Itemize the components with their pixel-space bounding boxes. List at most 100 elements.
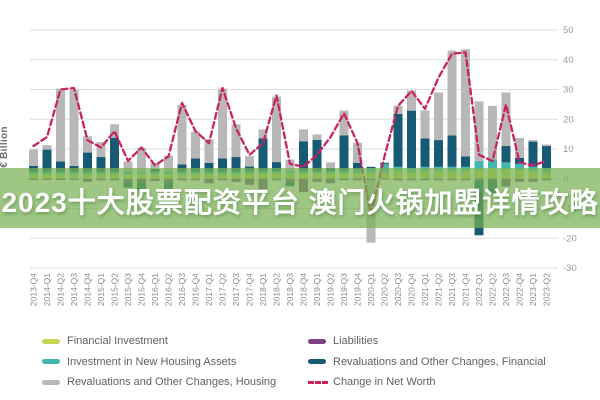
bar-segment <box>258 138 268 172</box>
legend-label: Revaluations and Other Changes, Financia… <box>333 355 546 368</box>
y-tick-label: 20 <box>563 114 574 125</box>
promo-banner-text: 2023十大股票配资平台 澳门火锅加盟详情攻略 <box>1 187 599 218</box>
bar-segment <box>542 146 551 169</box>
x-tick-label: 2019-Q1 <box>312 273 322 306</box>
x-tick-label: 2020-Q3 <box>393 273 403 306</box>
net-worth-dashed-swatch <box>308 380 328 384</box>
bar-segment <box>83 136 92 153</box>
bar-segment <box>272 162 281 172</box>
bar-segment <box>83 152 92 172</box>
bar-segment <box>312 134 322 140</box>
bar-segment <box>42 149 52 172</box>
y-tick-label: 30 <box>563 85 574 96</box>
y-tick-label: 50 <box>563 25 574 36</box>
x-tick-label: 2020-Q1 <box>366 273 376 306</box>
new-housing-assets-swatch <box>42 359 60 365</box>
bar-segment <box>56 88 65 162</box>
bar-segment <box>353 162 362 169</box>
legend-label: Liabilities <box>333 335 379 348</box>
x-tick-label: 2020-Q2 <box>380 273 390 306</box>
legend-label: Revaluations and Other Changes, Housing <box>67 376 277 389</box>
promo-banner-overlay: 2023十大股票配资平台 澳门火锅加盟详情攻略 <box>0 168 600 228</box>
revaluations-financial-swatch <box>308 359 326 365</box>
bar-segment <box>488 159 497 169</box>
bar-segment <box>434 140 443 167</box>
x-tick-label: 2020-Q4 <box>407 273 417 306</box>
bar-segment <box>515 157 524 164</box>
bar-segment <box>204 162 214 172</box>
legend-item-revaluations-housing: Revaluations and Other Changes, Housing <box>42 372 276 393</box>
bar-segment <box>528 141 538 167</box>
bar-segment <box>407 110 416 169</box>
x-tick-label: 2019-Q4 <box>353 273 363 306</box>
x-tick-label: 2014-Q1 <box>42 273 52 306</box>
bar-segment <box>461 49 470 157</box>
x-tick-label: 2016-Q1 <box>150 273 160 306</box>
bar-segment <box>29 149 38 166</box>
x-tick-label: 2016-Q3 <box>177 273 187 306</box>
x-tick-label: 2014-Q3 <box>69 273 79 306</box>
bar-segment <box>393 113 403 167</box>
bar-segment <box>258 129 268 139</box>
legend-label: Investment in New Housing Assets <box>67 355 237 368</box>
bar-segment <box>69 90 79 166</box>
bar-segment <box>447 50 457 136</box>
x-tick-label: 2023-Q2 <box>542 273 552 306</box>
bar-segment <box>474 160 484 170</box>
x-tick-label: 2018-Q1 <box>258 273 268 306</box>
x-tick-label: 2022-Q2 <box>488 273 498 306</box>
financial-investment-swatch <box>42 338 60 344</box>
bar-segment <box>245 156 254 167</box>
bar-segment <box>326 162 335 169</box>
x-tick-label: 2022-Q4 <box>515 273 525 306</box>
x-tick-label: 2017-Q3 <box>231 273 241 306</box>
bar-segment <box>420 138 430 167</box>
x-tick-label: 2014-Q2 <box>56 273 66 306</box>
bar-segment <box>272 96 281 163</box>
bar-segment <box>407 90 416 111</box>
bar-segment <box>353 142 362 163</box>
bar-segment <box>285 159 295 172</box>
bar-segment <box>380 162 389 163</box>
legend-item-revaluations-financial: Revaluations and Other Changes, Financia… <box>308 352 546 373</box>
bar-segment <box>528 140 538 142</box>
bar-segment <box>299 141 308 172</box>
bar-segment <box>96 142 106 158</box>
x-tick-label: 2013-Q4 <box>29 273 39 306</box>
bar-segment <box>231 157 241 172</box>
x-tick-label: 2018-Q3 <box>285 273 295 306</box>
x-tick-label: 2014-Q4 <box>83 273 93 306</box>
y-tick-label: 10 <box>563 144 574 155</box>
bar-segment <box>123 161 133 172</box>
bar-segment <box>96 157 106 172</box>
x-tick-label: 2015-Q1 <box>96 273 106 306</box>
x-tick-label: 2019-Q2 <box>326 273 336 306</box>
x-tick-label: 2015-Q3 <box>123 273 133 306</box>
y-tick-label: -30 <box>563 263 577 274</box>
bar-segment <box>515 163 524 170</box>
net-worth-line <box>32 51 548 216</box>
x-tick-label: 2019-Q3 <box>339 273 349 306</box>
bar-segment <box>339 135 349 172</box>
x-tick-label: 2017-Q4 <box>245 273 255 306</box>
bar-segment <box>56 161 65 172</box>
liabilities-swatch <box>308 338 326 344</box>
bar-segment <box>461 156 470 167</box>
legend-item-change-in-net-worth: Change in Net Worth <box>308 372 546 393</box>
bar-segment <box>366 166 376 169</box>
x-tick-label: 2022-Q1 <box>474 273 484 306</box>
legend-label: Financial Investment <box>67 335 168 348</box>
x-tick-label: 2016-Q2 <box>164 273 174 306</box>
bar-segment <box>110 137 119 172</box>
y-tick-label: -20 <box>563 233 577 244</box>
x-tick-label: 2017-Q1 <box>204 273 214 306</box>
legend-label: Change in Net Worth <box>333 376 436 389</box>
bar-segment <box>299 129 308 142</box>
bar-segment <box>177 104 187 165</box>
bar-segment <box>488 105 497 160</box>
x-tick-label: 2021-Q3 <box>447 273 457 306</box>
bar-segment <box>474 101 484 161</box>
x-tick-label: 2021-Q4 <box>461 273 471 306</box>
bar-segment <box>542 144 551 147</box>
x-tick-label: 2017-Q2 <box>218 273 228 306</box>
